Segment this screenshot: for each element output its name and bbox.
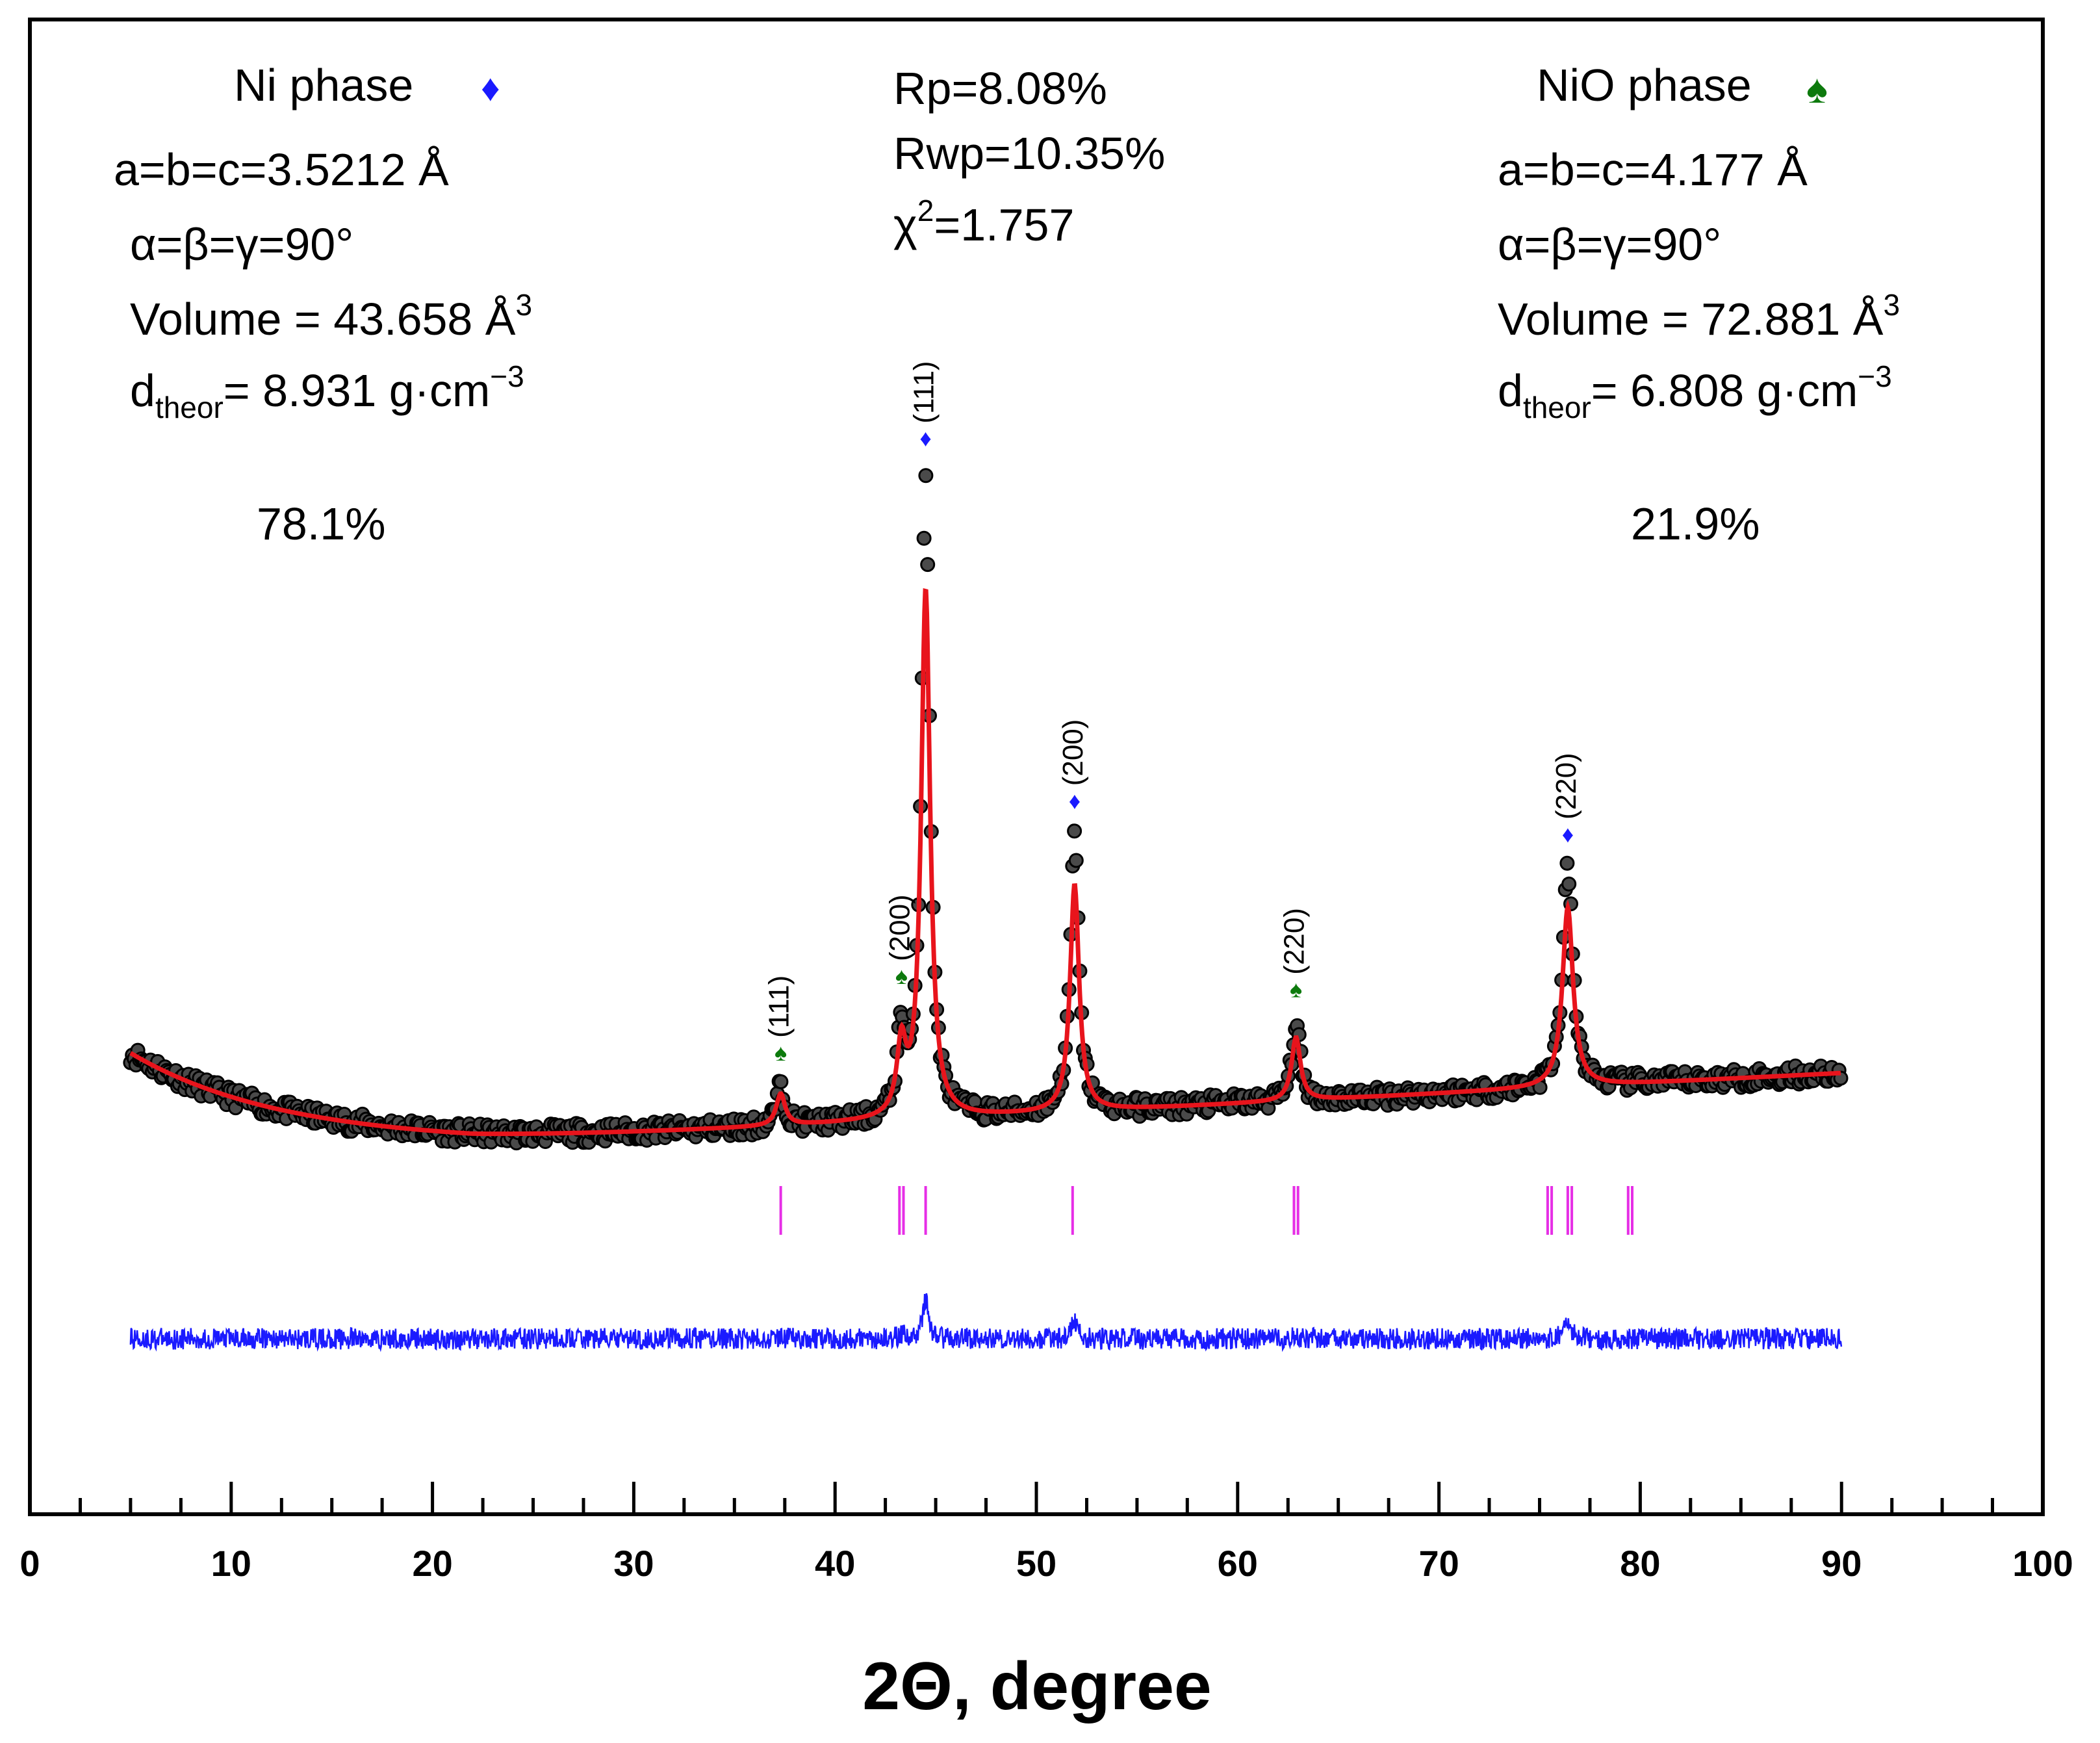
x-tick-label: 10 [211,1543,251,1584]
nio-spade-icon: ♠ [1806,67,1828,112]
peak-hkl-label: (220) [1550,753,1582,820]
observed-point [1068,853,1084,868]
peak-hkl-label: (220) [1279,908,1311,975]
x-tick-label: 70 [1418,1543,1459,1584]
observed-point [916,530,932,546]
nio-phase-annotation: NiO phase ♠ a=b=c=4.177 Å α=β=γ=90° Volu… [1498,60,1900,549]
refinement-stats: Rp=8.08% Rwp=10.35% χ2=1.757 [893,63,1165,250]
ni-density: dtheor= 8.931 g·cm−3 [130,359,524,424]
x-tick-label: 100 [2012,1543,2073,1584]
nio-volume: Volume = 72.881 Å3 [1498,288,1900,344]
calculated-curve [129,587,1841,1137]
nio-peak-spade-icon: ♠ [895,962,908,989]
observed-point [920,557,936,573]
x-tick-label: 0 [19,1543,40,1584]
peak-hkl-label: (111) [908,361,940,423]
x-tick-label: 60 [1218,1543,1258,1584]
ni-phase-label: Ni phase [234,60,413,110]
difference-curve [129,1293,1843,1352]
observed-point [1067,823,1082,839]
nio-fraction: 21.9% [1631,498,1760,549]
x-tick-label: 90 [1821,1543,1862,1584]
x-tick-label: 20 [412,1543,452,1584]
ni-angles: α=β=γ=90° [130,219,353,270]
nio-peak-spade-icon: ♠ [775,1039,787,1066]
x-axis-title: 2Θ, degree [862,1649,1212,1724]
x-axis-tick-labels: 0 10 20 30 40 50 60 70 80 90 100 [19,1543,2073,1584]
x-tick-label: 80 [1620,1543,1660,1584]
observed-point [1561,876,1577,892]
observed-series [123,468,1849,1151]
nio-peak-spade-icon: ♠ [1290,976,1302,1003]
observed-point [918,468,934,484]
peak-hkl-label: (200) [1057,719,1089,786]
peak-hkl-label: (200) [884,894,916,961]
peak-hkl-label: (111) [763,975,795,1038]
nio-phase-label: NiO phase [1537,60,1752,110]
x-tick-label: 30 [613,1543,654,1584]
x-axis-ticks [28,1482,2045,1514]
ni-phase-annotation: Ni phase ♦ a=b=c=3.5212 Å α=β=γ=90° Volu… [114,60,532,549]
peak-hkl-labels: ♠(111) ♠(200)♦(111)♦(200)♠(220)♦(220) [763,361,1582,1065]
bragg-ticks [779,1186,1633,1235]
ni-lattice: a=b=c=3.5212 Å [114,144,449,195]
x-tick-label: 50 [1016,1543,1056,1584]
rwp-value: Rwp=10.35% [893,128,1165,179]
x-tick-label: 40 [815,1543,855,1584]
ni-peak-diamond-icon: ♦ [1069,787,1081,814]
nio-density: dtheor= 6.808 g·cm−3 [1498,359,1892,424]
chi-squared: χ2=1.757 [893,194,1074,250]
ni-diamond-icon: ♦ [481,67,500,109]
rp-value: Rp=8.08% [893,63,1107,114]
ni-fraction: 78.1% [257,498,385,549]
observed-point [1559,855,1575,871]
nio-lattice: a=b=c=4.177 Å [1498,144,1808,195]
ni-peak-diamond-icon: ♦ [919,425,931,452]
ni-volume: Volume = 43.658 Å3 [130,288,532,344]
observed-point [773,1074,789,1089]
nio-angles: α=β=γ=90° [1498,219,1721,270]
ni-peak-diamond-icon: ♦ [1562,821,1574,847]
